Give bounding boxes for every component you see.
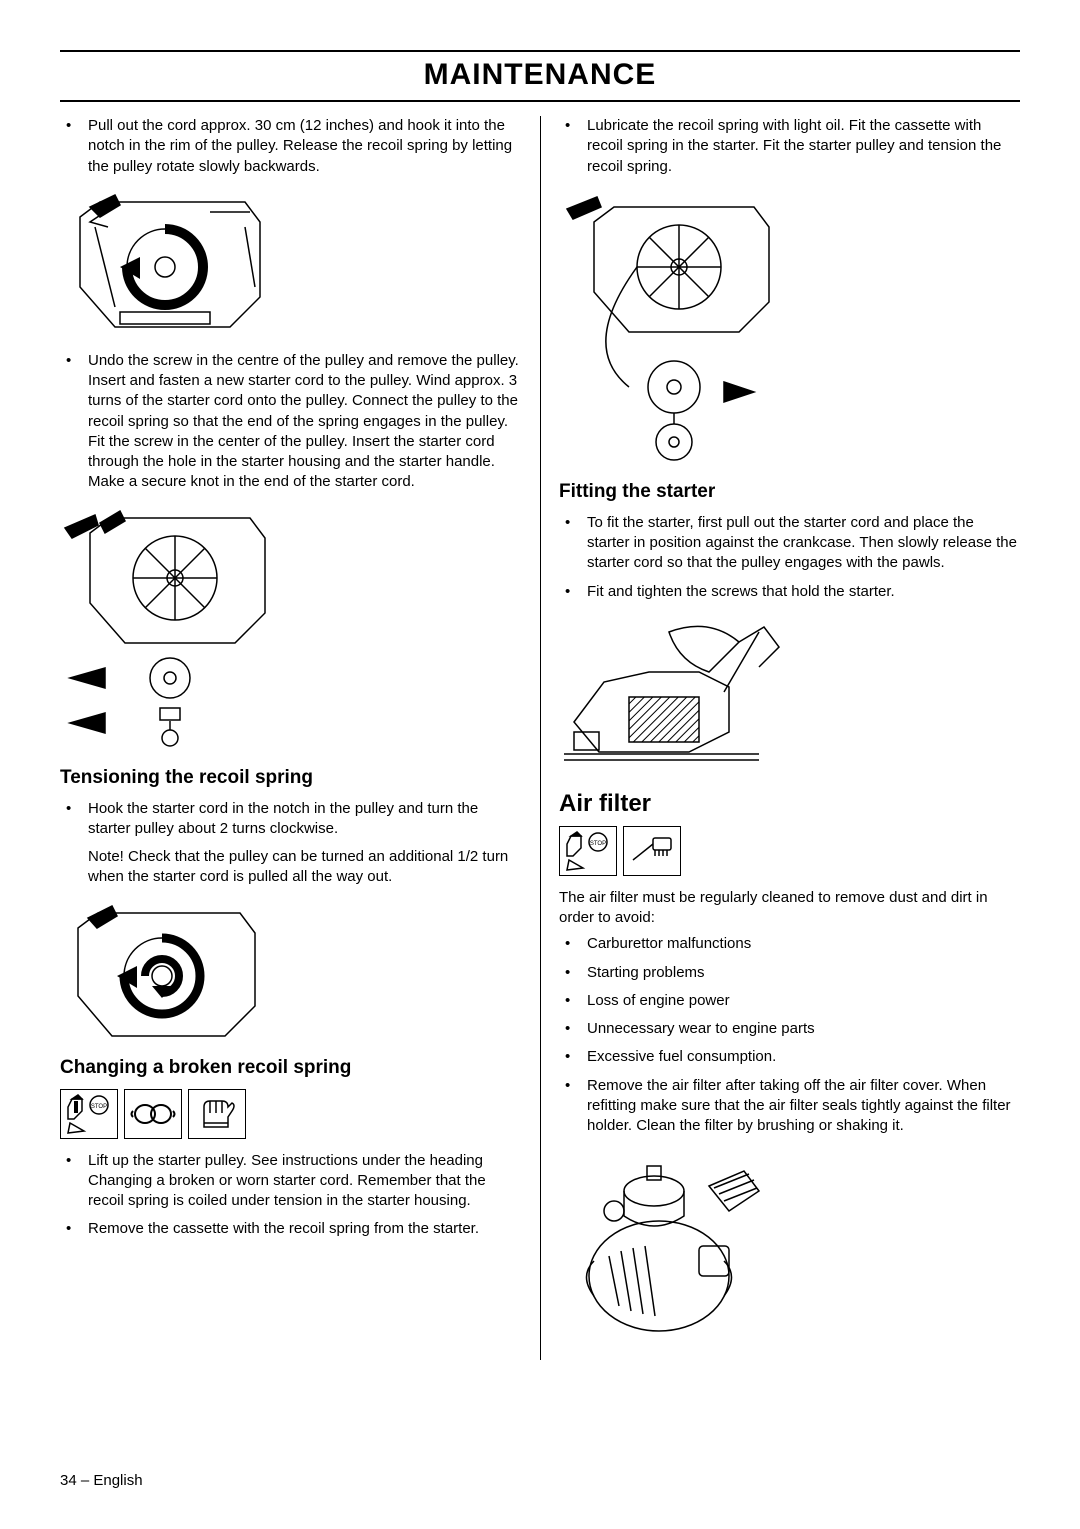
rule-bottom [60,100,1020,102]
figure-pulley-release [60,187,522,337]
figure-airfilter [559,1146,1020,1346]
bullet-text: Lift up the starter pulley. See instruct… [60,1151,522,1212]
figure-pulley-assembly [60,503,522,753]
bullet-text: Loss of engine power [559,991,1020,1011]
bullet-text: Excessive fuel consumption. [559,1047,1020,1067]
bullet-text: Remove the air filter after taking off t… [559,1076,1020,1137]
heading-tension: Tensioning the recoil spring [60,767,522,789]
content-columns: Pull out the cord approx. 30 cm (12 inch… [60,116,1020,1360]
bullet-text: To fit the starter, first pull out the s… [559,513,1020,574]
bullet-text: Hook the starter cord in the notch in th… [60,799,522,840]
figure-tension [60,898,522,1043]
bullet-text: Undo the screw in the centre of the pull… [60,351,522,493]
brush-icon [623,826,681,876]
heading-fitting: Fitting the starter [559,481,1020,503]
safety-icons-row: STOP [60,1089,522,1139]
bullet-text: Starting problems [559,963,1020,983]
goggles-icon [124,1089,182,1139]
figure-fit-starter [559,612,1020,772]
right-column: Lubricate the recoil spring with light o… [540,116,1020,1360]
page-footer: 34 – English [60,1472,143,1489]
stop-icon: STOP [559,826,617,876]
heading-change: Changing a broken recoil spring [60,1057,522,1079]
stop-icon: STOP [60,1089,118,1139]
air-icons-row: STOP [559,826,1020,876]
page-title: MAINTENANCE [60,56,1020,94]
figure-lubricate [559,187,1020,467]
svg-text:STOP: STOP [91,1104,107,1110]
note-text: Note! Check that the pulley can be turne… [60,847,522,888]
left-column: Pull out the cord approx. 30 cm (12 inch… [60,116,540,1360]
rule-top [60,50,1020,52]
bullet-text: Carburettor malfunctions [559,934,1020,954]
gloves-icon [188,1089,246,1139]
air-intro: The air filter must be regularly cleaned… [559,888,1020,929]
heading-airfilter: Air filter [559,790,1020,818]
svg-text:STOP: STOP [590,841,606,847]
bullet-text: Pull out the cord approx. 30 cm (12 inch… [60,116,522,177]
bullet-text: Fit and tighten the screws that hold the… [559,582,1020,602]
bullet-text: Lubricate the recoil spring with light o… [559,116,1020,177]
bullet-text: Remove the cassette with the recoil spri… [60,1219,522,1239]
bullet-text: Unnecessary wear to engine parts [559,1019,1020,1039]
